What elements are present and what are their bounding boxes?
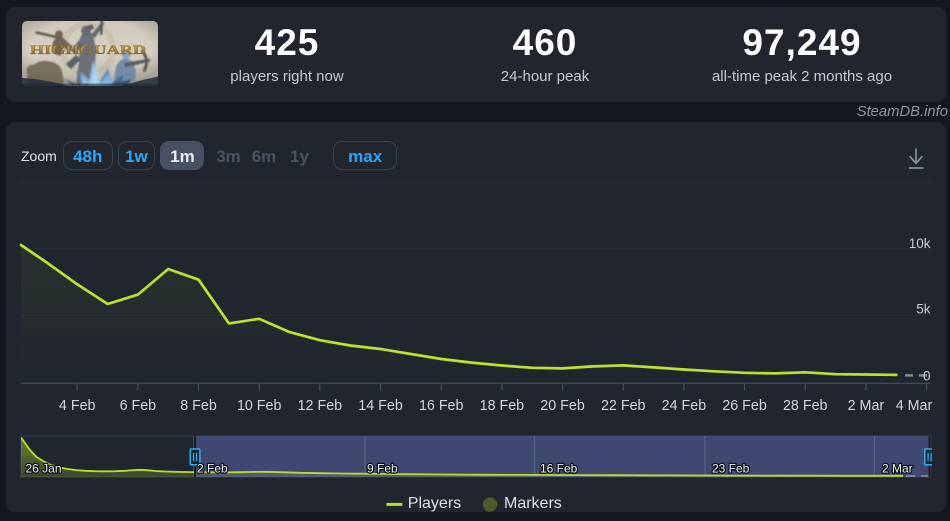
svg-text:HIGHGUARD: HIGHGUARD (30, 42, 146, 57)
svg-text:4 Feb: 4 Feb (59, 398, 96, 414)
svg-text:8 Feb: 8 Feb (180, 398, 217, 414)
svg-text:0: 0 (923, 368, 931, 383)
svg-text:10k: 10k (909, 236, 931, 251)
svg-text:2 Mar: 2 Mar (882, 462, 913, 476)
svg-text:6 Feb: 6 Feb (120, 398, 157, 414)
svg-text:20 Feb: 20 Feb (540, 398, 585, 414)
svg-text:18 Feb: 18 Feb (480, 398, 525, 414)
svg-text:26 Feb: 26 Feb (722, 398, 767, 414)
svg-text:Markers: Markers (504, 495, 562, 512)
svg-text:5k: 5k (916, 302, 931, 317)
svg-text:26 Jan: 26 Jan (26, 462, 62, 476)
svg-text:16 Feb: 16 Feb (419, 398, 464, 414)
svg-text:2 Feb: 2 Feb (197, 462, 228, 476)
svg-text:12 Feb: 12 Feb (298, 398, 343, 414)
svg-text:2 Mar: 2 Mar (848, 398, 885, 414)
svg-text:22 Feb: 22 Feb (601, 398, 646, 414)
svg-text:28 Feb: 28 Feb (783, 398, 828, 414)
svg-text:14 Feb: 14 Feb (358, 398, 403, 414)
svg-text:9 Feb: 9 Feb (367, 462, 398, 476)
svg-text:24 Feb: 24 Feb (662, 398, 707, 414)
svg-text:4 Mar: 4 Mar (896, 398, 933, 414)
svg-text:Players: Players (408, 495, 461, 512)
svg-text:16 Feb: 16 Feb (540, 462, 578, 476)
svg-text:23 Feb: 23 Feb (712, 462, 750, 476)
svg-text:10 Feb: 10 Feb (237, 398, 282, 414)
